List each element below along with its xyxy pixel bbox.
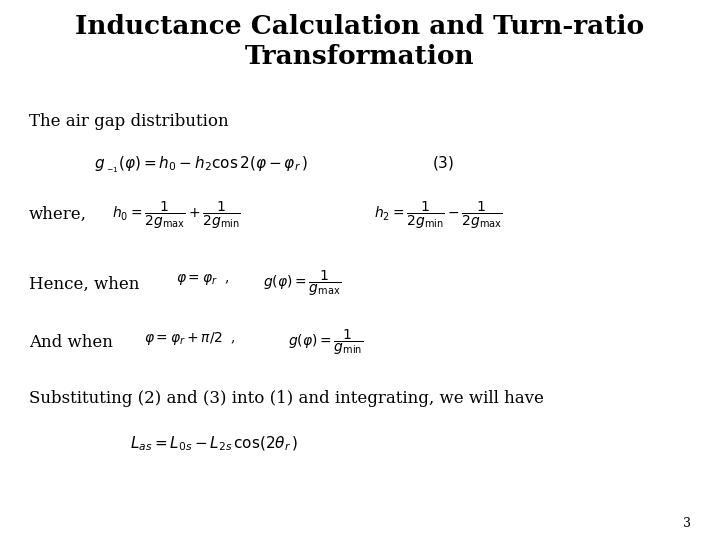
Text: $(3)$: $(3)$ [432, 154, 454, 172]
Text: where,: where, [29, 206, 87, 223]
Text: Inductance Calculation and Turn-ratio
Transformation: Inductance Calculation and Turn-ratio Tr… [76, 14, 644, 69]
Text: $h_2 = \dfrac{1}{2g_{\mathrm{min}}}-\dfrac{1}{2g_{\mathrm{max}}}$: $h_2 = \dfrac{1}{2g_{\mathrm{min}}}-\dfr… [374, 200, 503, 231]
Text: Hence, when: Hence, when [29, 275, 139, 292]
Text: The air gap distribution: The air gap distribution [29, 113, 228, 130]
Text: $h_0 = \dfrac{1}{2g_{\mathrm{max}}}+\dfrac{1}{2g_{\mathrm{min}}}$: $h_0 = \dfrac{1}{2g_{\mathrm{max}}}+\dfr… [112, 200, 240, 231]
Text: $L_{as} = L_{0s} - L_{2s}\,\cos(2\theta_r\,)$: $L_{as} = L_{0s} - L_{2s}\,\cos(2\theta_… [130, 435, 297, 453]
Text: $\varphi = \varphi_r + \pi/2$  ,: $\varphi = \varphi_r + \pi/2$ , [144, 330, 236, 347]
Text: $g\,_{_{-1}}(\varphi)= h_0 - h_2\cos 2(\varphi - \varphi_r\,)$: $g\,_{_{-1}}(\varphi)= h_0 - h_2\cos 2(\… [94, 154, 307, 175]
Text: 3: 3 [683, 517, 691, 530]
Text: $g(\varphi)=\dfrac{1}{g_{\mathrm{max}}}$: $g(\varphi)=\dfrac{1}{g_{\mathrm{max}}}$ [263, 269, 341, 298]
Text: Substituting (2) and (3) into (1) and integrating, we will have: Substituting (2) and (3) into (1) and in… [29, 390, 544, 407]
Text: $g(\varphi)=\dfrac{1}{g_{\mathrm{min}}}$: $g(\varphi)=\dfrac{1}{g_{\mathrm{min}}}$ [288, 328, 364, 357]
Text: $\varphi = \varphi_r$  ,: $\varphi = \varphi_r$ , [176, 272, 230, 287]
Text: And when: And when [29, 334, 112, 350]
